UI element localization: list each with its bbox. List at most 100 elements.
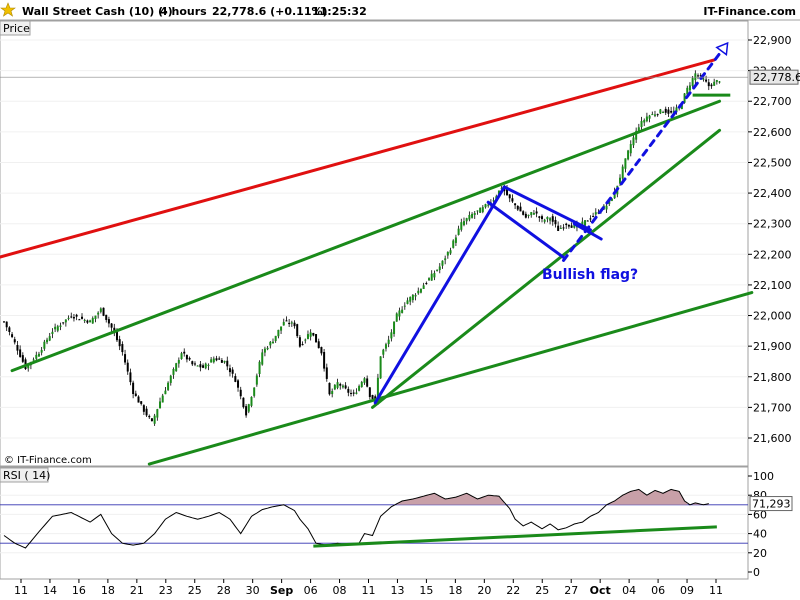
x-tick-label: 21: [130, 584, 144, 597]
candle: [664, 106, 667, 115]
candle: [325, 363, 328, 382]
candle: [191, 360, 194, 366]
candle: [306, 330, 309, 340]
arrow-head-icon: [715, 41, 729, 57]
candle: [245, 404, 248, 418]
x-tick-label: 22: [506, 584, 520, 597]
x-tick-label: 18: [448, 584, 462, 597]
candle: [212, 356, 215, 364]
price-tick-label: 22,600: [753, 126, 792, 139]
candle: [481, 205, 484, 214]
price-tick-label: 22,900: [753, 34, 792, 47]
timeframe: 4 hours: [160, 5, 207, 18]
price-tick-label: 22,400: [753, 187, 792, 200]
price-tick-label: 21,600: [753, 432, 792, 445]
candle: [263, 346, 266, 357]
candle: [16, 340, 19, 355]
candle: [428, 277, 431, 281]
trendline-flag-bottom[interactable]: [486, 200, 566, 259]
candle: [409, 296, 412, 306]
candle: [169, 374, 172, 386]
candle: [285, 316, 288, 322]
candle: [473, 211, 476, 219]
candle: [659, 108, 662, 115]
candle: [156, 408, 159, 421]
candle: [438, 263, 441, 274]
trendline-flag-top[interactable]: [502, 185, 592, 232]
price-tick-label: 22,000: [753, 310, 792, 323]
candle: [309, 329, 312, 341]
candle: [328, 382, 331, 396]
trendline-breakout-projection[interactable]: [562, 41, 730, 262]
candle: [124, 349, 127, 365]
trendline-resistance[interactable]: [0, 58, 716, 259]
rsi-tick-label: 0: [753, 566, 760, 579]
candle: [91, 316, 94, 324]
x-tick-label: 25: [188, 584, 202, 597]
candle: [535, 207, 538, 218]
candle: [282, 318, 285, 326]
candle: [202, 363, 205, 369]
x-tick-label: 30: [246, 584, 260, 597]
candle: [86, 319, 89, 324]
candle: [231, 367, 234, 378]
trendline-flag-bottom-short[interactable]: [572, 222, 603, 241]
candle: [250, 396, 253, 408]
x-tick-label: 15: [419, 584, 433, 597]
candle: [11, 332, 14, 339]
header-bar: Wall Street Cash (10) (-) 4 hours 22,778…: [0, 0, 800, 21]
trendline-flag-pole[interactable]: [373, 185, 506, 405]
x-tick-label: 25: [535, 584, 549, 597]
candle: [153, 413, 156, 426]
candle: [226, 356, 229, 371]
rsi-trendline: [313, 525, 717, 548]
candle: [635, 127, 638, 143]
candle: [121, 341, 124, 356]
x-axis: 11 14 16 18 21 23 25 28 30 Sep 06 08 11 13 15 18 20 22 25 2…: [0, 578, 748, 597]
candle: [718, 80, 721, 84]
candle: [43, 339, 46, 351]
candle: [384, 342, 387, 352]
price-tick-label: 22,100: [753, 279, 792, 292]
candle: [288, 319, 291, 328]
candle: [465, 217, 468, 225]
candle: [643, 118, 646, 127]
last-price-label: 22,778.6: [753, 71, 800, 84]
x-tick-label: 11: [14, 584, 28, 597]
candle: [543, 218, 546, 224]
trendline-support-steep[interactable]: [371, 128, 722, 409]
candle: [557, 221, 560, 232]
candle: [627, 149, 630, 161]
rsi-last-tag: 71,293: [749, 496, 793, 512]
candle: [175, 362, 178, 372]
candle: [81, 313, 84, 320]
rsi-tick-label: 20: [753, 547, 767, 560]
candle: [436, 269, 439, 272]
price-label-tab: Price: [0, 20, 31, 36]
trendline-channel-upper[interactable]: [10, 99, 722, 373]
candle: [516, 205, 519, 211]
candle: [514, 203, 517, 209]
x-tick-label: 16: [72, 584, 86, 597]
candle: [331, 388, 334, 398]
candle: [255, 373, 258, 387]
candle: [417, 287, 420, 295]
copyright: © IT-Finance.com: [4, 455, 92, 466]
candle: [662, 110, 665, 114]
candle: [476, 210, 479, 215]
candle: [562, 224, 565, 231]
star-icon[interactable]: [0, 2, 16, 17]
candle: [177, 357, 180, 368]
candle: [471, 212, 474, 219]
price-tick-label: 21,800: [753, 371, 792, 384]
candle: [546, 216, 549, 223]
instrument-title: Wall Street Cash (10) (-): [22, 5, 173, 18]
candle: [228, 364, 231, 377]
candle: [589, 215, 592, 222]
candle: [390, 329, 393, 342]
candle: [293, 320, 296, 329]
candle: [444, 255, 447, 265]
candle: [242, 397, 245, 409]
candle: [586, 220, 589, 222]
trendline-channel-lower[interactable]: [147, 291, 754, 466]
